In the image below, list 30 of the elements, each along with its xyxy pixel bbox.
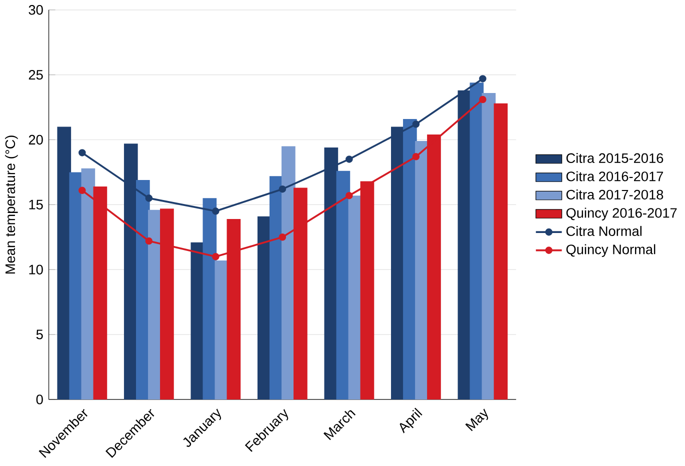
- point: [212, 253, 220, 260]
- point: [278, 234, 286, 241]
- legend-label: Quincy Normal: [566, 244, 656, 258]
- legend-label: Citra Normal: [566, 226, 642, 236]
- point: [479, 96, 486, 104]
- point: [412, 120, 420, 128]
- y-tick-label: 0: [36, 394, 43, 404]
- point: [212, 208, 220, 215]
- point: [278, 186, 286, 193]
- legend-label: Citra 2015-2016: [566, 153, 664, 164]
- point: [479, 75, 486, 82]
- y-tick-label: 10: [29, 264, 43, 275]
- y-tick-label: 20: [28, 134, 43, 145]
- legend-label: Citra 2017-2018: [566, 190, 664, 200]
- point: [346, 192, 353, 200]
- point: [145, 194, 153, 202]
- point: [78, 149, 86, 156]
- legend-label: Quincy 2016-2017: [566, 208, 677, 221]
- point: [412, 153, 420, 160]
- y-tick-label: 15: [29, 200, 43, 210]
- y-tick-label: 5: [36, 330, 43, 340]
- point: [78, 186, 86, 194]
- y-tick-label: 30: [28, 5, 43, 15]
- bar: [494, 103, 508, 400]
- point: [145, 237, 153, 245]
- y-tick-label: 25: [28, 70, 43, 80]
- x-tick-label: May: [465, 408, 488, 432]
- y-axis-title: Mean temperature (°C): [5, 136, 18, 274]
- point: [346, 156, 353, 163]
- legend-label: Citra 2016-2017: [566, 171, 664, 182]
